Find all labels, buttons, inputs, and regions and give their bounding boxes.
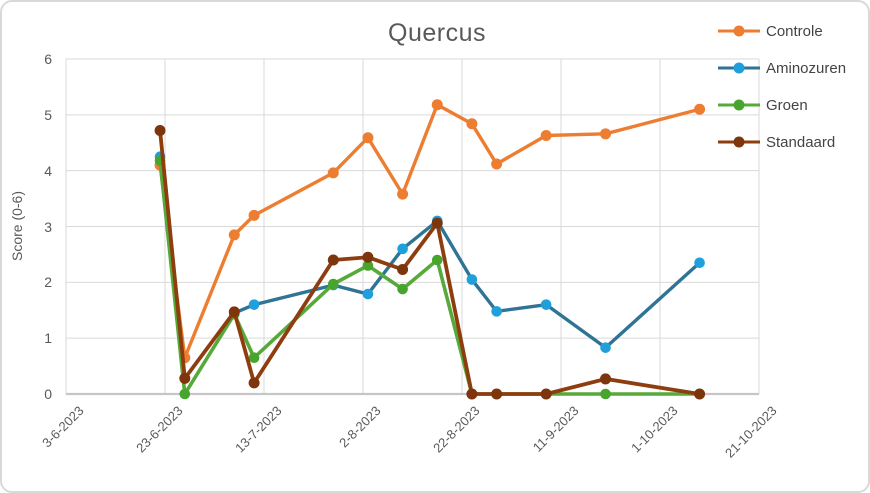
y-tick-label: 4: [44, 162, 52, 179]
data-point: [431, 99, 443, 111]
legend-swatch-standaard: [718, 136, 760, 148]
series-line: [232, 219, 702, 350]
legend-item-aminozuren: Aminozuren: [717, 56, 846, 80]
data-point: [600, 342, 611, 353]
data-point: [327, 254, 339, 266]
legend-label-groen: Groen: [766, 96, 808, 114]
y-tick-label: 0: [44, 386, 52, 402]
data-point: [179, 388, 191, 400]
y-tick-label: 5: [44, 106, 52, 123]
data-point: [491, 306, 502, 317]
data-point: [248, 377, 260, 389]
legend-item-standaard: Standaard: [717, 130, 846, 154]
data-point: [397, 263, 409, 275]
data-point: [248, 352, 260, 364]
data-point: [397, 188, 409, 200]
series-groen: [154, 155, 705, 400]
legend-item-controle: Controle: [717, 19, 846, 43]
y-tick-label: 1: [44, 330, 52, 347]
data-point: [600, 388, 611, 400]
legend: Controle Aminozuren Groen Standaard: [717, 19, 846, 154]
data-point: [540, 388, 552, 400]
data-point: [466, 388, 478, 400]
data-point: [328, 278, 339, 290]
data-point: [600, 128, 612, 140]
data-point: [154, 124, 166, 136]
data-point: [179, 372, 191, 384]
series-standaard: [154, 124, 706, 400]
data-point: [694, 103, 706, 115]
data-point: [491, 158, 503, 170]
data-point: [397, 283, 408, 295]
data-point: [248, 299, 260, 310]
data-point: [491, 388, 503, 400]
series-line: [158, 128, 702, 396]
data-point: [431, 254, 443, 266]
legend-item-groen: Groen: [717, 93, 846, 117]
data-point: [327, 167, 339, 179]
data-point: [362, 288, 374, 300]
data-point: [362, 260, 374, 271]
legend-swatch-groen: [718, 99, 760, 111]
data-point: [362, 132, 374, 144]
legend-label-standaard: Standaard: [766, 133, 836, 151]
data-point: [540, 299, 552, 310]
data-point: [431, 217, 443, 229]
data-point: [228, 229, 240, 241]
data-point: [228, 306, 240, 318]
legend-swatch-controle: [718, 25, 760, 37]
chart-title: Quercus: [388, 19, 486, 47]
data-point: [694, 388, 706, 400]
data-point: [466, 118, 478, 130]
legend-swatch-aminozuren: [718, 62, 760, 74]
y-tick-label: 2: [44, 274, 52, 291]
y-tick-label: 6: [44, 51, 52, 67]
data-point: [466, 274, 478, 285]
y-tick-label: 3: [44, 218, 52, 235]
legend-label-controle: Controle: [766, 22, 823, 40]
legend-label-aminozuren: Aminozuren: [766, 59, 847, 77]
data-point: [397, 243, 408, 255]
series-line: [158, 158, 702, 396]
data-point: [362, 251, 374, 263]
data-point: [600, 373, 612, 385]
data-point: [540, 129, 552, 141]
data-point: [248, 209, 260, 221]
data-point: [694, 257, 705, 269]
